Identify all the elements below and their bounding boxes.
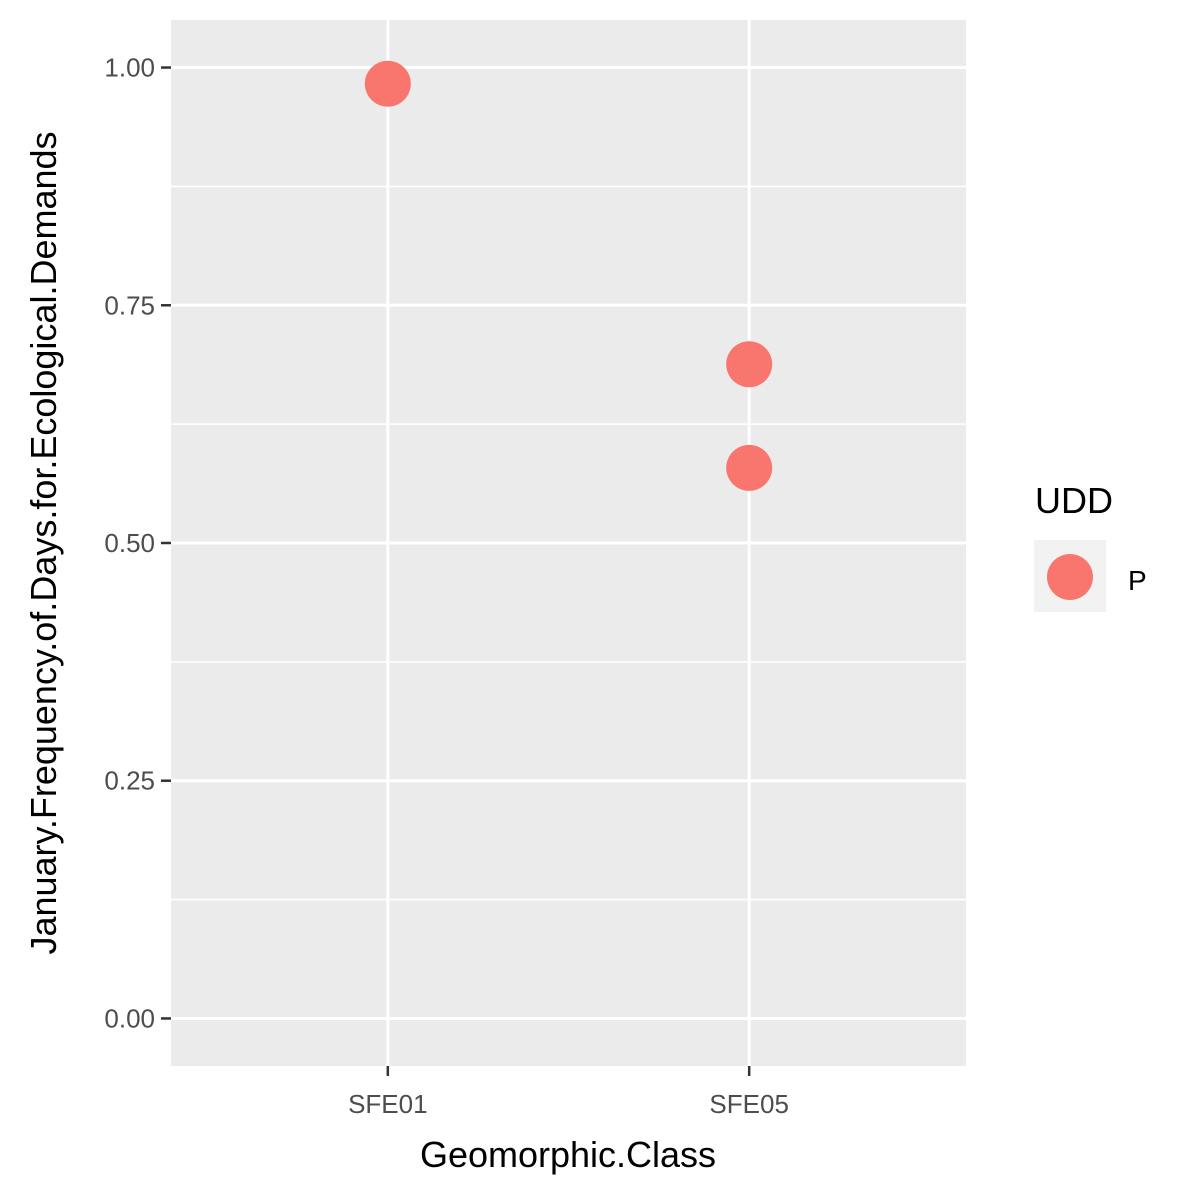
legend-label-p: P xyxy=(1128,565,1147,596)
data-point xyxy=(726,341,773,388)
major-gridlines xyxy=(171,20,966,1066)
minor-gridlines xyxy=(171,185,966,901)
data-points xyxy=(364,60,773,491)
x-axis: SFE01 SFE05 xyxy=(348,1066,789,1119)
y-axis-title: January.Frequency.of.Days.for.Ecological… xyxy=(23,131,64,954)
x-axis-title: Geomorphic.Class xyxy=(420,1134,716,1175)
x-tick-label: SFE01 xyxy=(348,1089,428,1119)
y-tick-label: 0.75 xyxy=(104,290,155,320)
legend-key-point xyxy=(1047,554,1093,600)
x-tick-label: SFE05 xyxy=(709,1089,789,1119)
data-point xyxy=(364,60,411,107)
legend: UDD P xyxy=(1034,480,1147,612)
y-axis: 0.00 0.25 0.50 0.75 1.00 xyxy=(104,53,171,1033)
y-tick-label: 1.00 xyxy=(104,53,155,83)
y-tick-label: 0.00 xyxy=(104,1003,155,1033)
y-tick-label: 0.50 xyxy=(104,528,155,558)
legend-title: UDD xyxy=(1035,480,1113,521)
data-point xyxy=(726,444,773,491)
y-tick-label: 0.25 xyxy=(104,766,155,796)
